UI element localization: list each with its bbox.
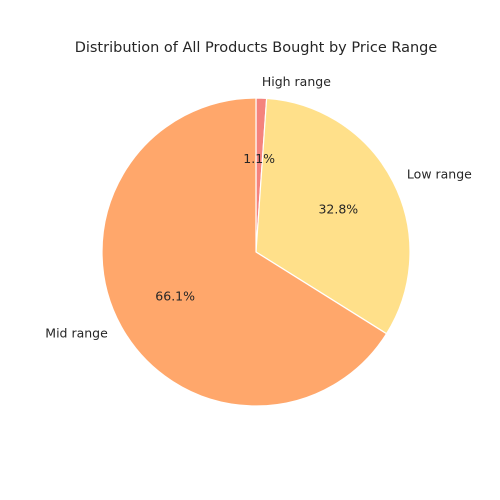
percentage-labels: 1.1% 32.8% 66.1% [155,151,358,303]
slice-label-mid-range: Mid range [45,326,108,341]
pie-slice-low-range [255,97,411,335]
chart-title: Distribution of All Products Bought by P… [75,40,438,56]
pct-label-low-range: 32.8% [318,202,358,217]
slice-label-high-range: High range [262,74,331,89]
pct-label-mid-range: 66.1% [155,288,195,303]
slice-labels: High range Low range Mid range [45,74,472,340]
slice-label-low-range: Low range [407,167,472,182]
pie-slice-mid-range [101,97,388,407]
pct-label-high-range: 1.1% [243,151,275,166]
pie-slices [101,97,411,407]
